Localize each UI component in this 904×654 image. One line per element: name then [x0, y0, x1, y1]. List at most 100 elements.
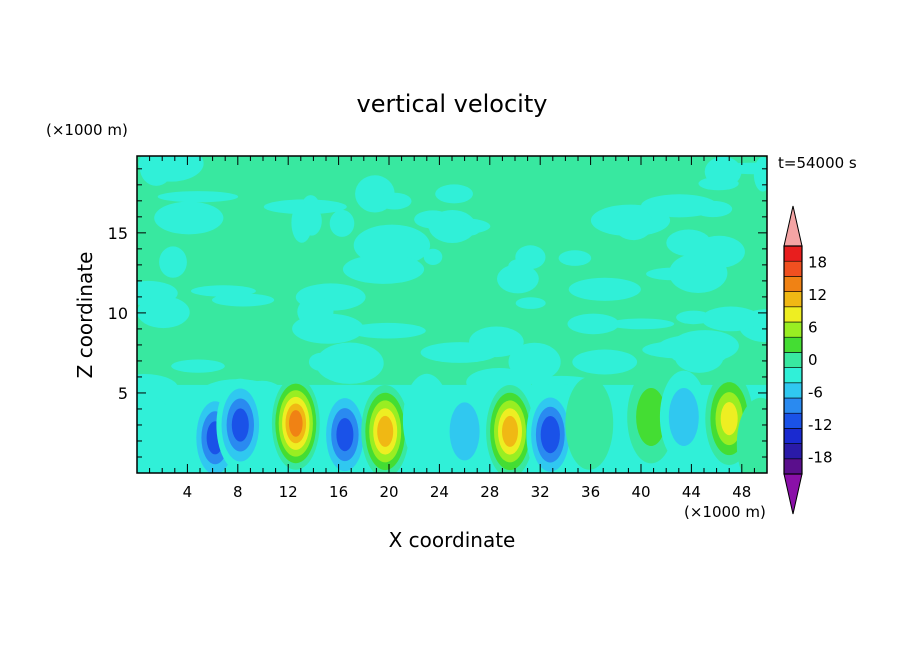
colorbar-segment [783, 382, 803, 399]
colorbar-segment [783, 458, 803, 475]
x-tick-label: 28 [480, 483, 499, 501]
weak-downdraft-patch [558, 250, 592, 266]
weak-downdraft-patch [301, 206, 322, 236]
x-tick-label: 24 [430, 483, 449, 501]
colorbar-segment [783, 260, 803, 277]
weak-downdraft-patch [157, 191, 239, 203]
weak-downdraft-patch [315, 342, 384, 384]
downdraft-cell [526, 388, 575, 473]
x-tick-label: 12 [279, 483, 298, 501]
weak-downdraft-patch [515, 297, 546, 309]
weak-downdraft-patch [567, 313, 620, 335]
weak-downdraft-patch [423, 248, 443, 265]
updraft-cell [271, 377, 320, 470]
weak-downdraft-patch [342, 254, 425, 284]
x-unit-label: (×1000 m) [684, 503, 766, 521]
colorbar-tick-label: 0 [808, 351, 818, 369]
updraft-cell [565, 377, 614, 470]
x-tick-label: 36 [581, 483, 600, 501]
colorbar-segment [783, 245, 803, 262]
colorbar-frame [783, 245, 803, 475]
x-tick-label: 20 [379, 483, 398, 501]
weak-downdraft-patch [435, 184, 473, 204]
colorbar-segment [783, 276, 803, 292]
updraft-cell [486, 385, 534, 473]
weak-downdraft-patch [139, 156, 173, 186]
weak-downdraft-patch [515, 245, 546, 270]
weak-downdraft-patch [308, 352, 333, 371]
colorbar-segment [783, 291, 803, 308]
weak-downdraft-patch [572, 349, 638, 375]
weak-downdraft-patch [701, 306, 760, 332]
weak-downdraft-patch [212, 293, 275, 307]
weak-downdraft-patch [646, 267, 699, 281]
weak-downdraft-patch [698, 176, 739, 191]
weak-downdraft-patch [333, 291, 357, 306]
x-axis-title: X coordinate [389, 528, 516, 552]
x-axis: 4 8 12 16 20 24 28 32 36 40 44 48 [149, 156, 755, 501]
weak-downdraft-patch [693, 235, 745, 268]
colorbar-segment [783, 412, 803, 429]
weak-downdraft-patch [508, 342, 561, 382]
y-tick-label: 10 [108, 304, 128, 323]
colorbar-under-triangle [783, 473, 803, 515]
chart-title: vertical velocity [357, 90, 548, 118]
weak-downdraft-patch [641, 194, 718, 218]
x-tick-label: 4 [183, 483, 193, 501]
time-label: t=54000 s [778, 154, 857, 172]
y-tick-label: 5 [118, 384, 128, 403]
weak-downdraft-patch [677, 342, 701, 361]
colorbar-segment [783, 336, 803, 353]
x-tick-label: 48 [732, 483, 751, 501]
weak-downdraft-patch [292, 313, 364, 344]
downdraft-cell [659, 370, 708, 464]
weak-downdraft-patch [414, 210, 452, 229]
colorbar-segment [783, 397, 803, 414]
contour-field [137, 156, 767, 473]
y-tick-label: 15 [108, 224, 128, 243]
weak-downdraft-patch [171, 359, 225, 373]
downdraft-cell [321, 388, 369, 473]
weak-downdraft-patch [137, 296, 190, 329]
weak-downdraft-patch [154, 201, 224, 235]
downdraft-cell [216, 378, 265, 472]
weak-downdraft-patch [349, 322, 426, 339]
colorbar-over-triangle [783, 205, 803, 247]
colorbar-segment [783, 321, 803, 338]
weak-downdraft-patch [469, 326, 524, 358]
x-tick-label: 32 [531, 483, 550, 501]
x-tick-label: 44 [682, 483, 701, 501]
downdraft-cell [402, 373, 451, 467]
downdraft-cell [137, 395, 180, 473]
colorbar-tick-label: -18 [808, 449, 833, 467]
colorbar-tick-label: 12 [808, 286, 827, 304]
colorbar-segment [783, 306, 803, 323]
colorbar: 18 12 6 0 -6 -12 -18 [783, 205, 833, 515]
colorbar-segment [783, 443, 803, 460]
y-axis-title: Z coordinate [73, 252, 97, 379]
x-tick-label: 16 [329, 483, 348, 501]
colorbar-segment [783, 428, 803, 444]
weak-downdraft-patch [753, 157, 767, 192]
updraft-cell [361, 385, 410, 473]
colorbar-segment [783, 367, 803, 384]
weak-downdraft-patch [608, 318, 675, 330]
weak-downdraft-patch [613, 207, 653, 241]
weak-downdraft-patch [568, 277, 641, 301]
x-tick-label: 8 [233, 483, 243, 501]
y-axis: 5 10 15 [108, 168, 767, 458]
downdraft-cell [440, 385, 489, 473]
updraft-cell [736, 397, 767, 473]
weak-downdraft-patch [377, 192, 412, 210]
updraft-cell [627, 370, 675, 464]
colorbar-segment [783, 352, 803, 368]
weak-downdraft-patch [329, 209, 355, 237]
colorbar-tick-label: 6 [808, 318, 818, 336]
y-unit-label: (×1000 m) [46, 121, 128, 139]
weak-downdraft-patch [497, 264, 539, 294]
weak-downdraft-patch [676, 310, 712, 325]
weak-downdraft-patch [459, 224, 481, 236]
colorbar-tick-label: 18 [808, 253, 827, 271]
x-tick-label: 40 [631, 483, 650, 501]
